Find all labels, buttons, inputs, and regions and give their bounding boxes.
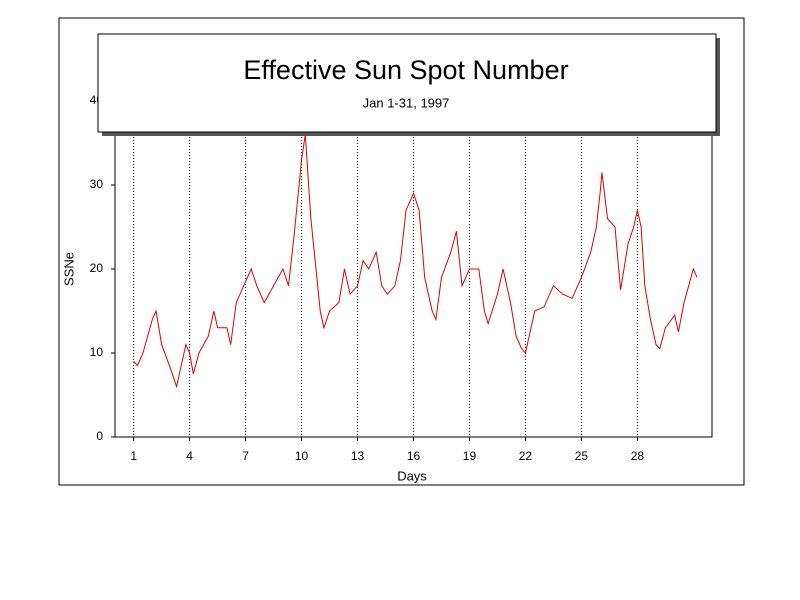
x-tick-label: 4	[186, 449, 193, 463]
x-tick-label: 16	[407, 449, 421, 463]
x-tick-label: 22	[519, 449, 533, 463]
x-tick-label: 7	[242, 449, 249, 463]
y-tick-label: 0	[96, 429, 103, 443]
title-box: Effective Sun Spot Number Jan 1-31, 1997	[97, 33, 720, 136]
chart-subtitle: Jan 1-31, 1997	[363, 95, 450, 110]
x-tick-label: 13	[351, 449, 365, 463]
x-tick-label: 1	[130, 449, 137, 463]
x-tick-label: 10	[295, 449, 309, 463]
x-tick-label: 25	[575, 449, 589, 463]
y-tick-label: 20	[90, 261, 104, 275]
y-tick-label: 30	[90, 177, 104, 191]
x-tick-label: 19	[463, 449, 477, 463]
x-tick-label: 28	[631, 449, 645, 463]
x-axis-label: Days	[397, 468, 427, 483]
title-panel	[97, 33, 717, 133]
data-line	[133, 134, 698, 389]
chart-title: Effective Sun Spot Number	[243, 55, 568, 85]
y-axis-label: SSNe	[61, 252, 76, 286]
y-tick-label: 10	[90, 345, 104, 359]
frame	[58, 17, 745, 486]
